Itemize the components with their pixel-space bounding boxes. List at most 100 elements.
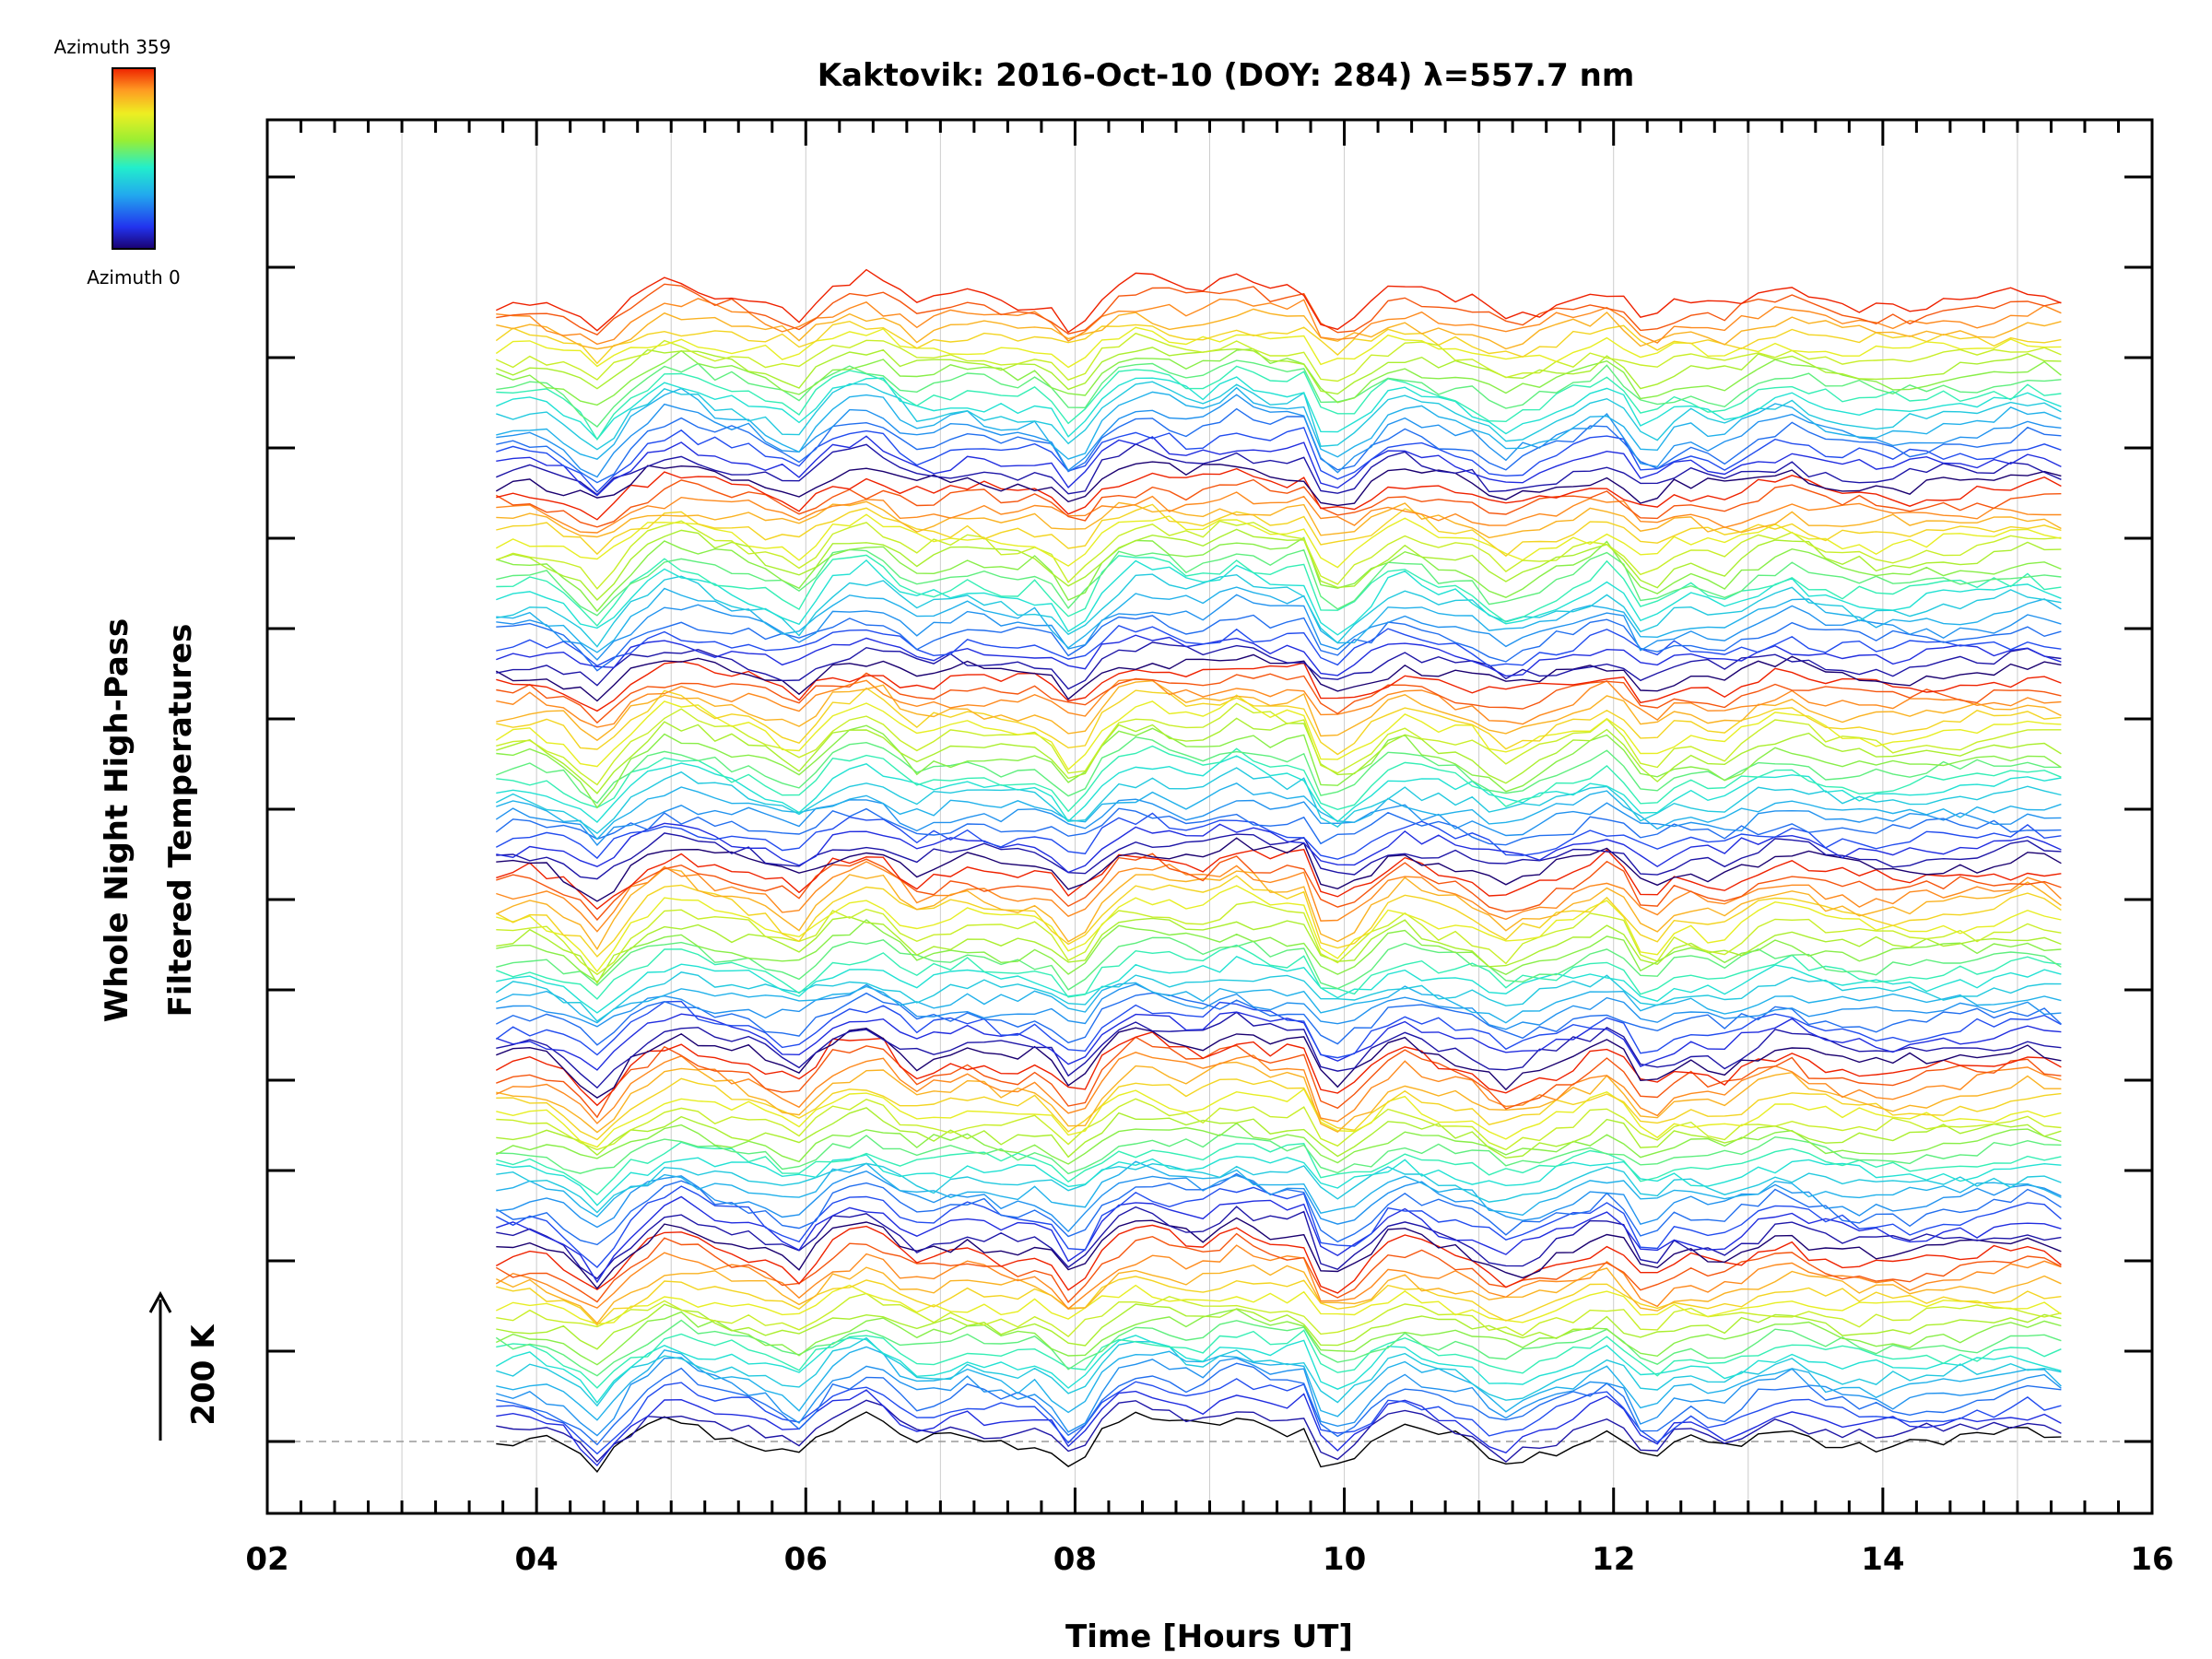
x-tick-label: 02 — [245, 1541, 288, 1578]
series-line — [496, 1162, 2062, 1214]
series-line — [496, 687, 2062, 756]
series-line — [496, 365, 2062, 441]
series-line — [496, 548, 2062, 617]
series-line — [496, 386, 2062, 460]
series-line — [496, 982, 2062, 1024]
series-line — [496, 1276, 2062, 1326]
series-line — [496, 1195, 2062, 1284]
x-tick-label: 14 — [1861, 1541, 1904, 1578]
series-line — [496, 298, 2062, 346]
series-line — [496, 376, 2062, 441]
chart-title: Kaktovik: 2016-Oct-10 (DOY: 284) λ=557.7… — [818, 57, 1635, 94]
series-line — [496, 955, 2062, 1014]
series-line — [496, 359, 2062, 428]
y-axis-label-line1: Whole Night High-Pass — [99, 618, 135, 1023]
series-line — [495, 320, 2062, 365]
series-line — [496, 308, 2062, 350]
series-line — [495, 992, 2062, 1046]
series-line — [496, 500, 2062, 539]
series-line — [496, 491, 2062, 534]
series-line — [496, 347, 2062, 395]
series-line — [495, 1185, 2062, 1268]
series-line — [496, 381, 2062, 451]
series-line — [496, 1052, 2062, 1124]
series-line — [496, 1378, 2062, 1455]
series-line — [496, 594, 2062, 661]
series-line — [496, 520, 2062, 590]
series-line — [496, 573, 2062, 648]
series-line — [496, 634, 2062, 677]
series-line — [496, 1036, 2062, 1119]
series-line — [495, 1224, 2062, 1294]
series-line — [496, 559, 2062, 636]
series-line — [495, 1264, 2062, 1324]
x-tick-label: 04 — [514, 1541, 558, 1578]
series-line — [496, 1027, 2062, 1099]
scale-label: 200 K — [185, 1324, 222, 1426]
series-line — [496, 1336, 2062, 1407]
colorbar-top-label: Azimuth 359 — [54, 36, 171, 58]
series-line — [495, 694, 2062, 771]
series-line — [496, 1292, 2062, 1338]
series-line — [496, 1357, 2062, 1437]
x-tick-label: 06 — [784, 1541, 828, 1578]
series-line — [496, 614, 2062, 672]
series-line — [496, 717, 2062, 794]
x-tick-label: 08 — [1053, 1541, 1097, 1578]
grid-lines — [401, 120, 2018, 1513]
series-line — [496, 624, 2062, 667]
series-group — [495, 268, 2062, 1474]
x-tick-label: 16 — [2130, 1541, 2173, 1578]
series-line — [496, 536, 2062, 613]
series-line — [496, 702, 2062, 786]
series-line — [496, 443, 2062, 496]
series-line — [496, 1346, 2062, 1421]
colorbar: Azimuth 359 Azimuth 0 — [54, 36, 181, 288]
series-line — [496, 1088, 2062, 1148]
series-line — [496, 283, 2062, 336]
series-line — [496, 1141, 2062, 1195]
series-line — [496, 936, 2062, 991]
axis-ticks — [265, 120, 2154, 1513]
series-line — [495, 1284, 2062, 1325]
series-line — [496, 1160, 2062, 1218]
series-line — [496, 745, 2062, 813]
series-line — [496, 832, 2062, 880]
series-line — [496, 407, 2062, 484]
series-line — [496, 885, 2062, 973]
series-line — [495, 1335, 2062, 1404]
series-line — [496, 1217, 2062, 1290]
series-line — [496, 1329, 2062, 1389]
series-line — [496, 944, 2062, 1000]
series-line — [496, 672, 2062, 724]
series-line — [496, 1077, 2062, 1141]
series-line — [496, 554, 2062, 628]
series-line — [496, 268, 2062, 334]
series-line — [495, 1000, 2062, 1059]
series-line — [495, 767, 2062, 834]
series-line — [496, 1411, 2062, 1474]
series-line — [495, 875, 2062, 958]
series-line — [496, 1011, 2062, 1089]
series-line — [496, 528, 2062, 602]
series-line — [496, 916, 2062, 984]
series-line — [496, 837, 2062, 902]
series-line — [496, 1399, 2062, 1464]
scale-indicator: 200 K — [148, 1290, 222, 1441]
scale-arrow-icon — [148, 1290, 172, 1313]
series-line — [495, 1031, 2062, 1107]
series-line — [495, 461, 2062, 507]
series-line — [496, 1154, 2062, 1206]
x-tick-labels: 02 04 06 08 10 12 14 16 — [245, 1541, 2173, 1578]
series-line — [496, 678, 2062, 728]
x-axis-label: Time [Hours UT] — [1065, 1618, 1353, 1655]
series-line — [495, 1122, 2062, 1165]
series-line — [495, 971, 2062, 1022]
colorbar-bottom-label: Azimuth 0 — [87, 266, 181, 288]
series-line — [496, 660, 2062, 712]
series-line — [496, 724, 2062, 809]
series-line — [496, 679, 2062, 742]
series-line — [496, 1170, 2062, 1233]
series-line — [496, 822, 2062, 874]
series-line — [496, 332, 2062, 382]
